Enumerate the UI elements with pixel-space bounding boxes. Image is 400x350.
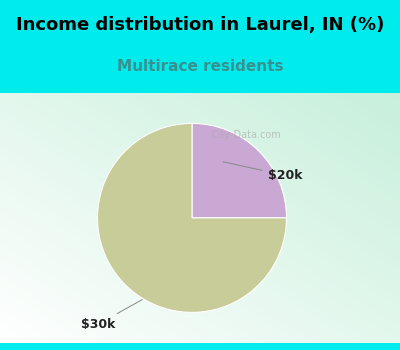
Text: $20k: $20k — [223, 162, 302, 182]
Text: Multirace residents: Multirace residents — [117, 60, 283, 75]
Wedge shape — [192, 124, 286, 218]
Text: $30k: $30k — [81, 300, 142, 331]
Wedge shape — [98, 124, 286, 312]
Text: Income distribution in Laurel, IN (%): Income distribution in Laurel, IN (%) — [16, 16, 384, 34]
Text: City-Data.com: City-Data.com — [212, 130, 281, 140]
